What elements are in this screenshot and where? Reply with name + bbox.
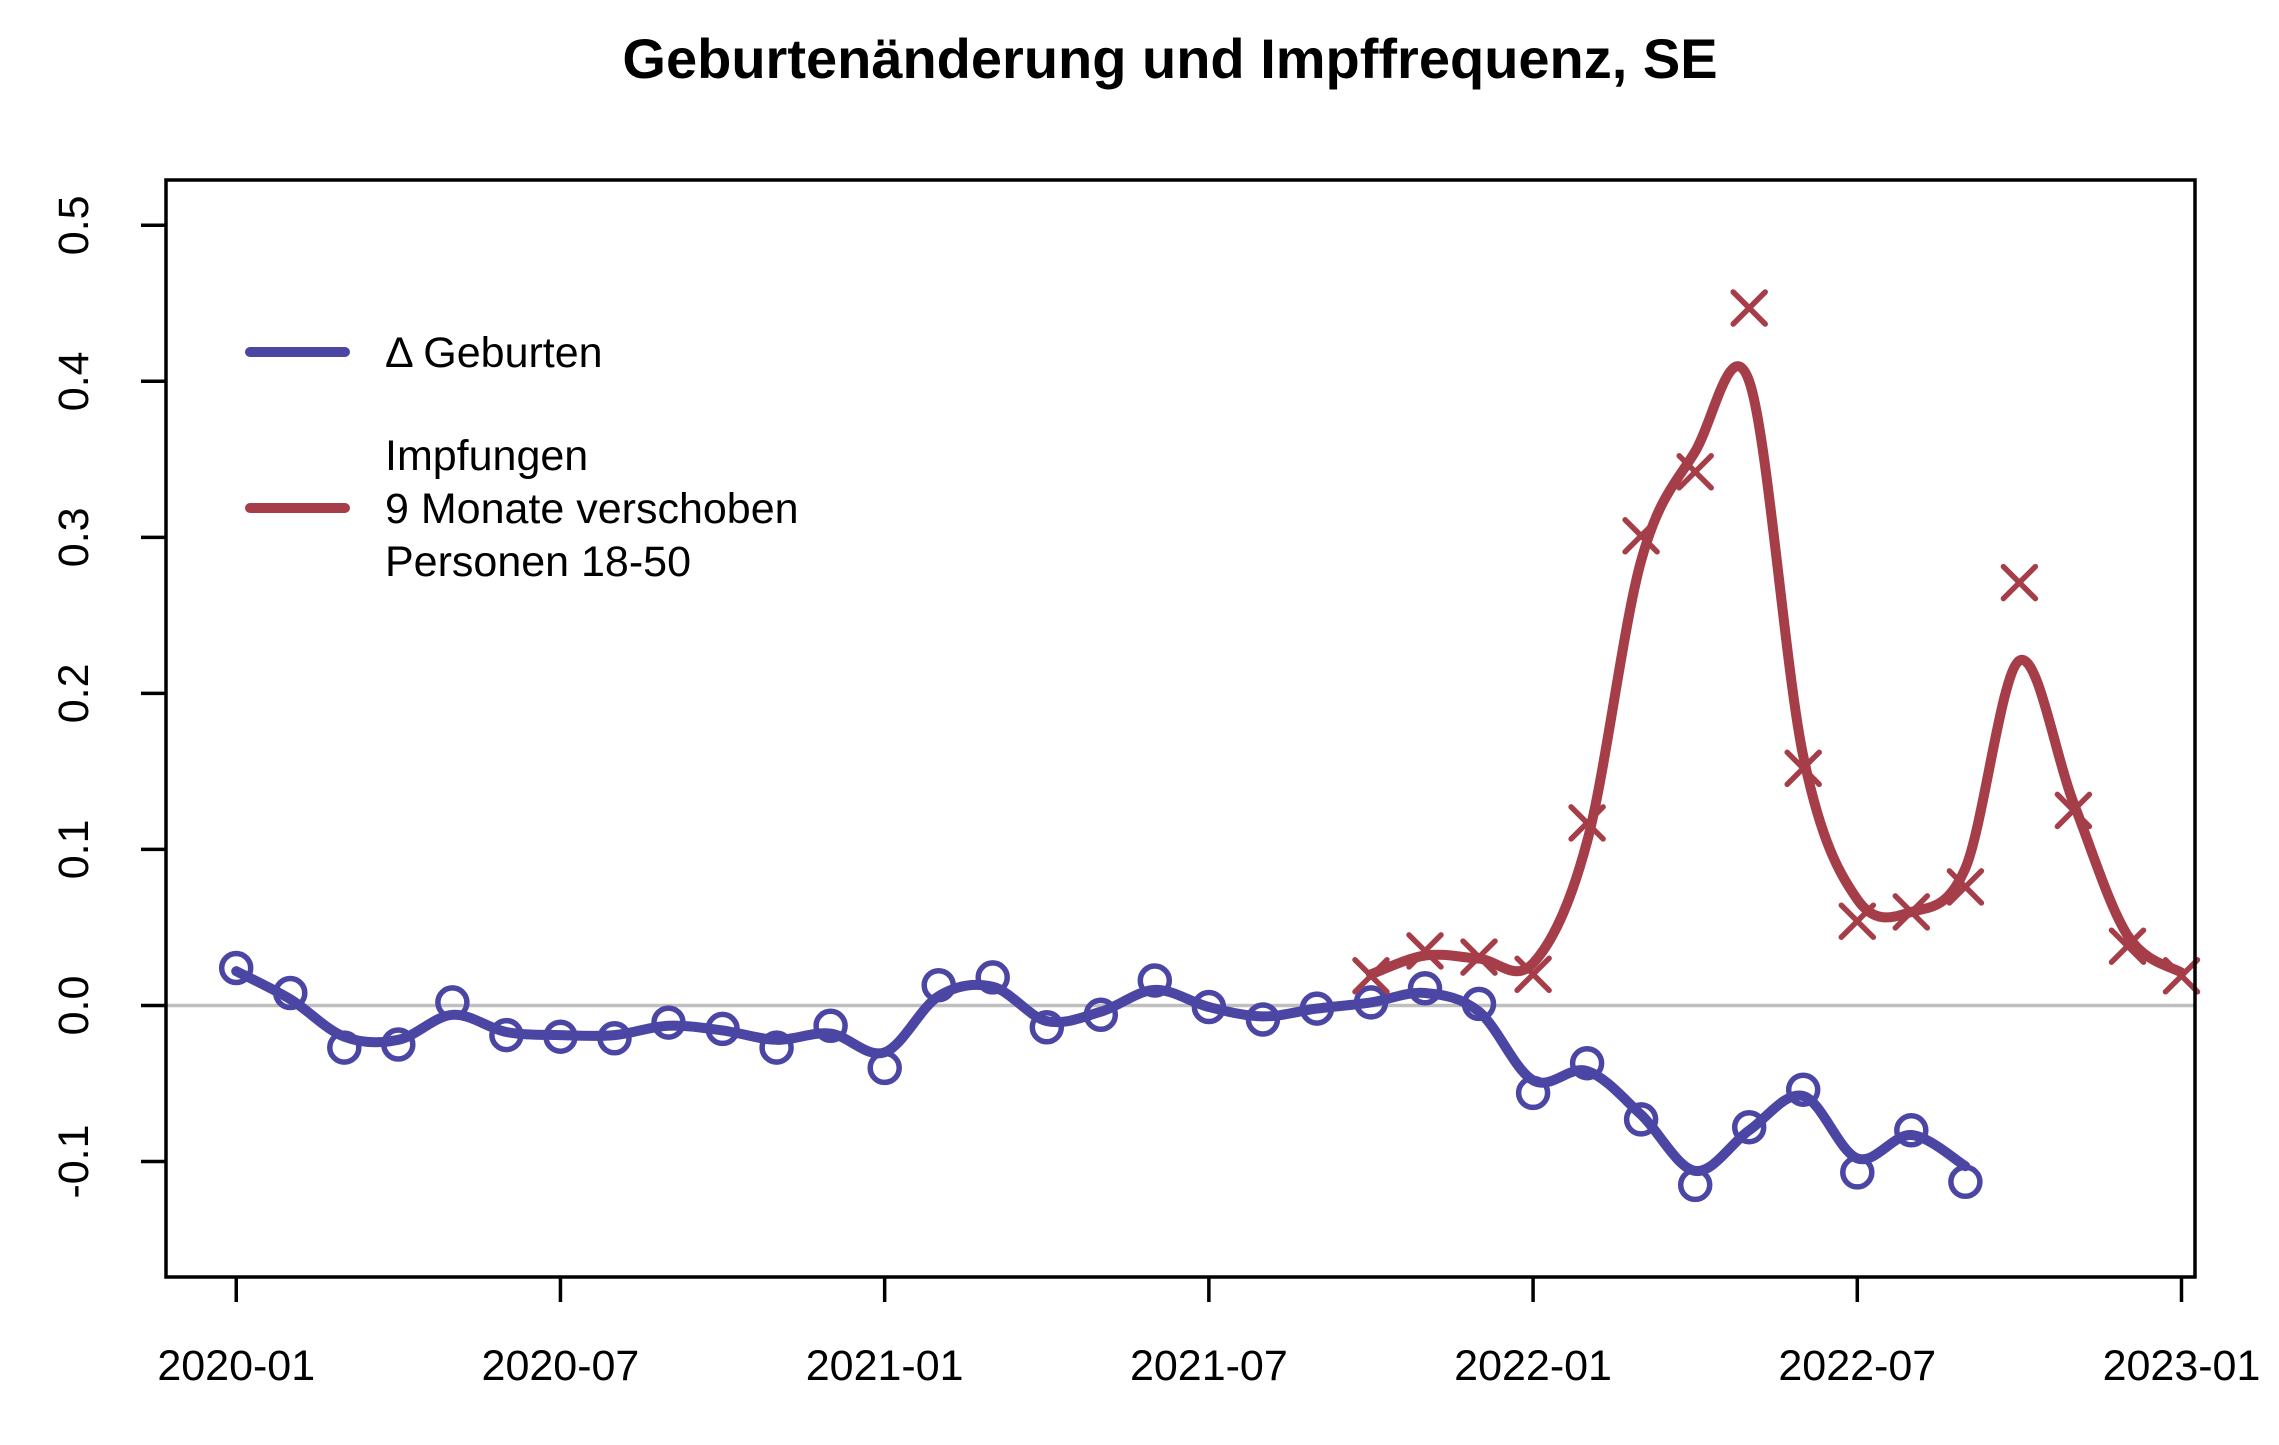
data-point-x-marker [1784,749,1822,788]
data-point-circle [543,1019,578,1054]
x-tick-label: 2020-07 [482,1342,640,1390]
data-point-circle [327,1030,362,1065]
data-point-circle [1731,1109,1767,1145]
data-point-circle [1623,1102,1659,1137]
y-tick-label: 0.4 [50,351,98,411]
series-geburten [218,950,1983,1203]
data-point-x-marker [1622,517,1660,555]
data-point-circle [759,1030,794,1065]
legend-label-impfungen-line3: Personen 18-50 [385,538,691,586]
data-point-x-marker [1514,955,1552,994]
data-point-circle [1894,1113,1929,1148]
data-point-circle [975,960,1010,995]
data-point-x-marker [1460,938,1498,976]
y-axis: 0.5 0.4 0.3 0.2 0.1 0.0 -0.1 [50,195,166,1199]
data-point-circle [1407,971,1443,1006]
data-point-circle [1353,985,1389,1020]
data-point-circle [1461,986,1497,1022]
trend-line-impfungen [1366,361,2187,980]
x-axis: 2020-01 2020-07 2021-01 2021-07 2022-01 2022-… [157,1277,2260,1390]
data-point-x-marker [2108,927,2147,965]
legend-label-impfungen-line1: Impfungen [385,432,588,480]
data-point-x-marker [1568,804,1606,842]
data-point-circle [1083,997,1119,1033]
data-point-circle [1137,963,1173,998]
data-point-x-marker [1676,453,1714,491]
chart-title: Geburtenänderung und Impffrequenz, SE [622,27,1717,90]
data-point-x-marker [1730,289,1768,327]
data-point-circle [1191,989,1227,1025]
data-point-circle [1515,1075,1551,1111]
data-point-x-marker [1946,868,1985,906]
y-tick-label: -0.1 [50,1124,98,1198]
data-point-circle [1677,1167,1713,1203]
plot-border [164,178,2197,1279]
x-tick-label: 2020-01 [157,1342,315,1390]
data-point-x-marker [2054,791,2093,830]
y-tick-label: 0.3 [50,507,98,567]
data-point-circle [1840,1155,1875,1190]
x-tick-label: 2021-07 [1130,1342,1288,1390]
data-point-circle [489,1017,524,1053]
legend-label-geburten: Δ Geburten [385,329,603,377]
series-group [218,289,2201,1203]
legend-label-impfungen-line2: 9 Monate verschoben [385,485,799,533]
data-point-x-marker [1892,893,1931,931]
x-tick-label: 2022-01 [1454,1342,1612,1390]
data-point-x-marker [1352,957,1390,995]
data-point-circle [1299,991,1335,1026]
data-point-x-marker [1838,902,1877,940]
legend: Δ Geburten Impfungen 9 Monate verschoben… [245,329,799,586]
y-tick-label: 0.2 [50,664,98,724]
x-tick-label: 2021-01 [806,1342,964,1390]
data-point-circle [273,975,308,1011]
data-point-circle [1785,1072,1821,1107]
y-tick-label: 0.0 [50,976,98,1036]
y-tick-label: 0.5 [50,195,98,255]
data-point-circle [921,967,956,1003]
data-point-circle [651,1005,686,1040]
data-point-circle [705,1011,740,1047]
data-point-x-marker [2162,957,2201,995]
data-point-circle [1245,1002,1281,1037]
series-impfungen [1352,289,2201,995]
data-point-circle [597,1021,632,1056]
data-point-circle [1569,1045,1605,1081]
data-point-x-marker [2000,563,2039,602]
data-point-circle [867,1050,902,1086]
data-point-circle [1029,1010,1065,1045]
x-tick-label: 2022-07 [1778,1342,1936,1390]
data-point-x-marker [1406,932,1444,970]
data-point-circle [218,950,254,986]
data-point-circle [381,1027,416,1062]
x-tick-label: 2023-01 [2103,1342,2261,1390]
data-point-circle [813,1008,848,1044]
data-point-circle [435,985,470,1020]
data-point-circle [1948,1164,1983,1200]
y-tick-label: 0.1 [50,820,98,880]
